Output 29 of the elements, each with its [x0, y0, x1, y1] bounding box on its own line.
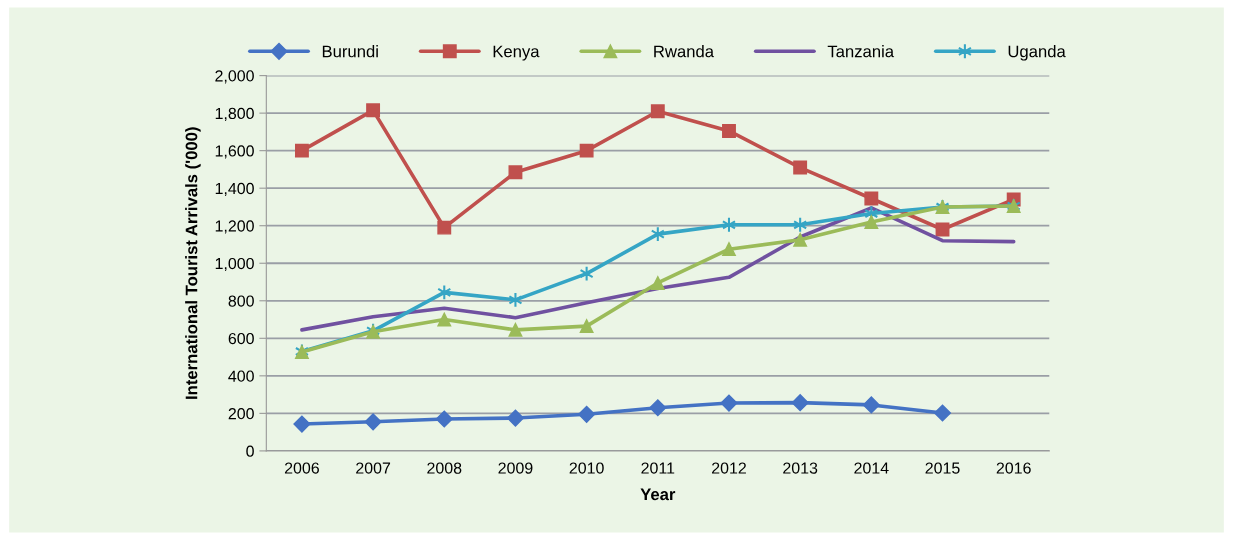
y-axis-title: International Tourist Arrivals ('000)	[185, 127, 201, 399]
legend-label: Rwanda	[654, 45, 715, 58]
x-tick-label: 2007	[356, 462, 391, 474]
y-tick-label: 1,000	[215, 257, 254, 272]
x-tick-label: 2010	[569, 462, 604, 474]
y-tick-label: 1,400	[215, 182, 254, 197]
x-tick-label: 2014	[854, 462, 889, 474]
x-tick-label: 2016	[996, 462, 1031, 474]
x-tick-label: 2008	[427, 462, 462, 474]
legend-label: Kenya	[493, 45, 540, 61]
legend-label: Burundi	[322, 45, 378, 58]
x-tick-label: 2015	[925, 462, 960, 474]
y-tick-label: 1,800	[215, 107, 254, 121]
y-tick-label: 400	[228, 370, 254, 382]
y-tick-label: 800	[228, 295, 254, 307]
y-tick-label: 200	[228, 408, 254, 420]
x-tick-label: 2012	[712, 462, 746, 474]
x-tick-label: 2011	[641, 462, 675, 474]
x-tick-label: 2006	[284, 462, 319, 474]
y-tick-label: 1,200	[215, 220, 254, 234]
y-tick-label: 0	[246, 445, 254, 457]
y-tick-label: 600	[228, 332, 254, 345]
y-tick-label: 2,000	[215, 70, 254, 84]
legend-label: Uganda	[1008, 45, 1066, 61]
y-tick-label: 1,600	[215, 145, 254, 159]
x-tick-label: 2009	[498, 462, 533, 474]
legend-label: Tanzania	[827, 45, 895, 58]
x-tick-label: 2013	[783, 462, 818, 474]
x-axis-title: Year	[640, 488, 676, 501]
